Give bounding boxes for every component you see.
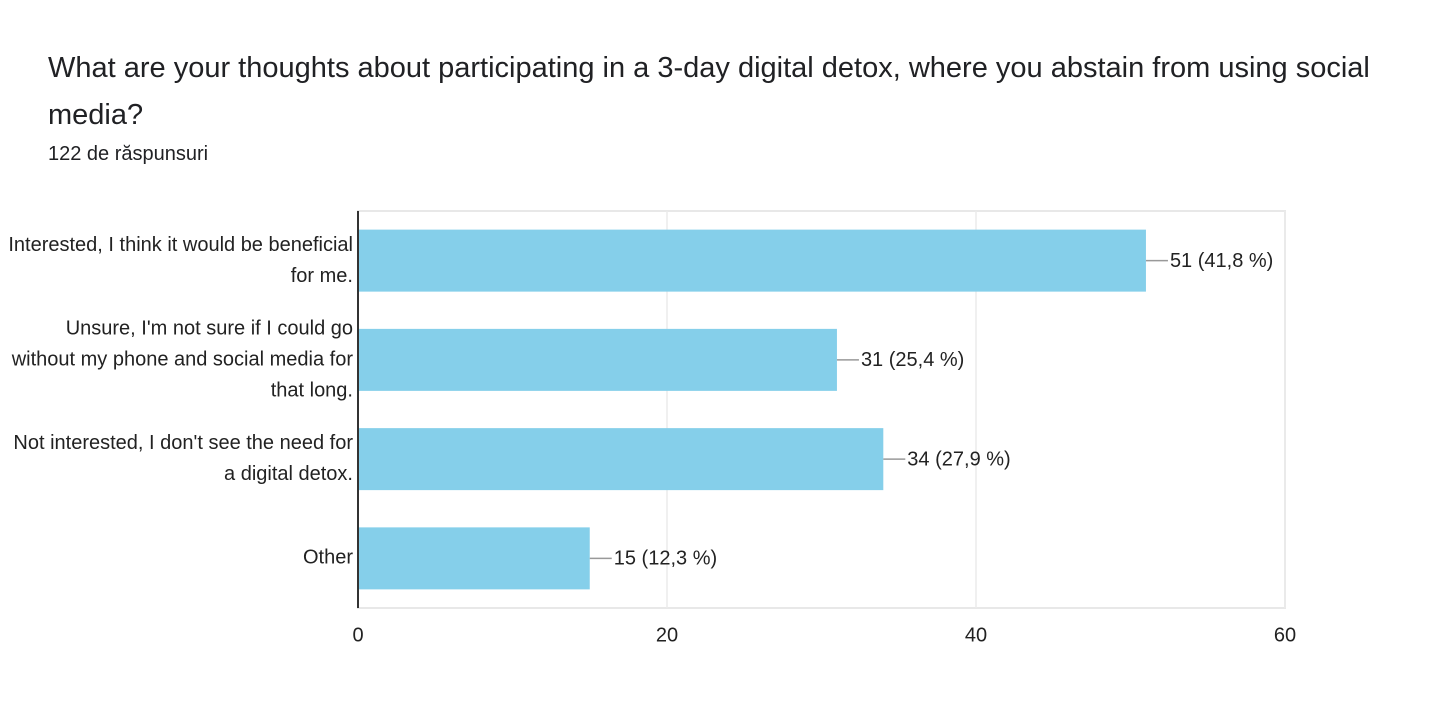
x-tick-label: 0 [352,624,363,646]
y-tick-label: Other [302,546,353,569]
data-label: 51 (41,8 %) [1170,250,1273,272]
chart-subtitle: 122 de răspunsuri [48,143,209,165]
x-tick-label: 40 [965,624,987,646]
data-label: 15 (12,3 %) [614,548,717,570]
data-label: 34 (27,9 %) [907,448,1010,470]
bar [358,428,884,491]
y-tick-label: Not interested, I don't see the need for… [13,432,353,486]
bar [358,527,590,590]
bar [358,328,837,391]
chart-title: What are your thoughts about participati… [48,52,1370,131]
x-tick-label: 20 [656,624,678,646]
y-tick-label: Unsure, I'm not sure if I could go witho… [11,317,353,402]
bar [358,229,1146,292]
x-tick-label: 60 [1274,624,1296,646]
data-label: 31 (25,4 %) [861,349,964,371]
y-tick-label: Interested, I think it would be benefici… [8,233,353,287]
